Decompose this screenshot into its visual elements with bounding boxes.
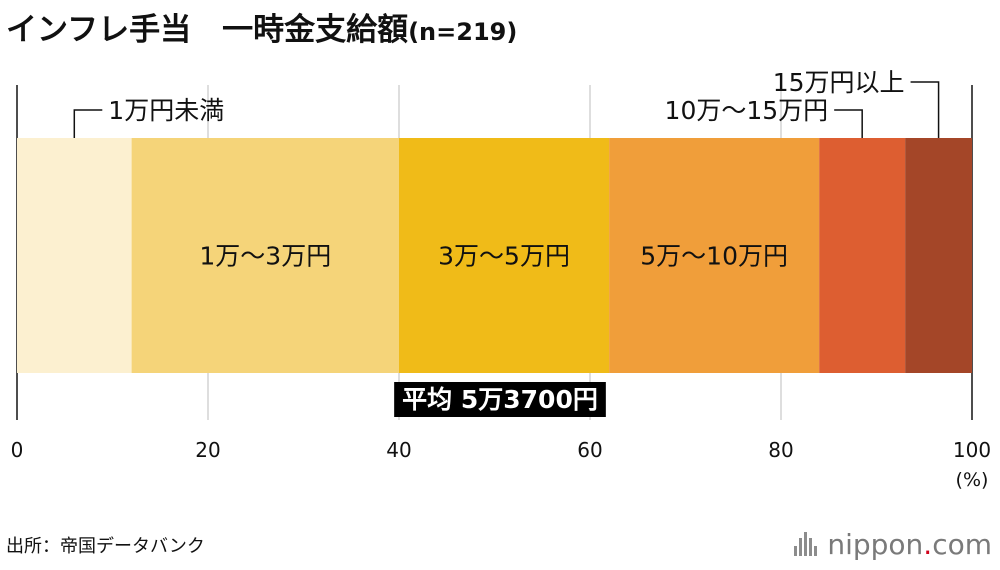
bar-segment-6 [905, 138, 972, 373]
logo-mark-icon [794, 530, 819, 563]
tick-label-100: 100 [953, 438, 991, 462]
leader-line-5 [834, 109, 863, 138]
segment-label-6: 15万円以上 [773, 68, 905, 97]
nippon-logo: nippon.com [794, 528, 992, 563]
bar-segment-4 [609, 138, 820, 373]
chart-title-sample-size: (n=219) [408, 18, 518, 46]
tick-label-60: 60 [577, 438, 602, 462]
segment-label-2: 1万〜3万円 [199, 242, 331, 271]
leader-line-6 [910, 81, 940, 138]
logo-dot: . [923, 528, 933, 561]
source-note: 出所：帝国データバンク [6, 536, 205, 557]
segment-label-4: 5万〜10万円 [640, 242, 788, 271]
axis-unit-label: (%) [956, 469, 989, 491]
bar-segment-5 [819, 138, 906, 373]
chart-title-main: インフレ手当 一時金支給額 [6, 12, 409, 48]
average-annotation-text: 平均 5万3700円 [402, 385, 598, 414]
segment-label-1: 1万円未満 [108, 96, 224, 125]
tick-label-40: 40 [386, 438, 411, 462]
bar-segment-2 [131, 138, 399, 373]
logo-name: nippon [827, 528, 924, 561]
tick-label-0: 0 [11, 438, 24, 462]
chart-title: インフレ手当 一時金支給額(n=219) [6, 4, 517, 49]
average-annotation-box [394, 382, 606, 417]
segment-label-3: 3万〜5万円 [438, 242, 570, 271]
bar-segment-1 [17, 138, 132, 373]
tick-label-80: 80 [768, 438, 793, 462]
tick-label-20: 20 [195, 438, 220, 462]
bar-segment-3 [399, 138, 610, 373]
segment-label-5: 10万〜15万円 [665, 96, 829, 125]
leader-line-1 [73, 109, 103, 138]
logo-tld: com [932, 528, 992, 561]
